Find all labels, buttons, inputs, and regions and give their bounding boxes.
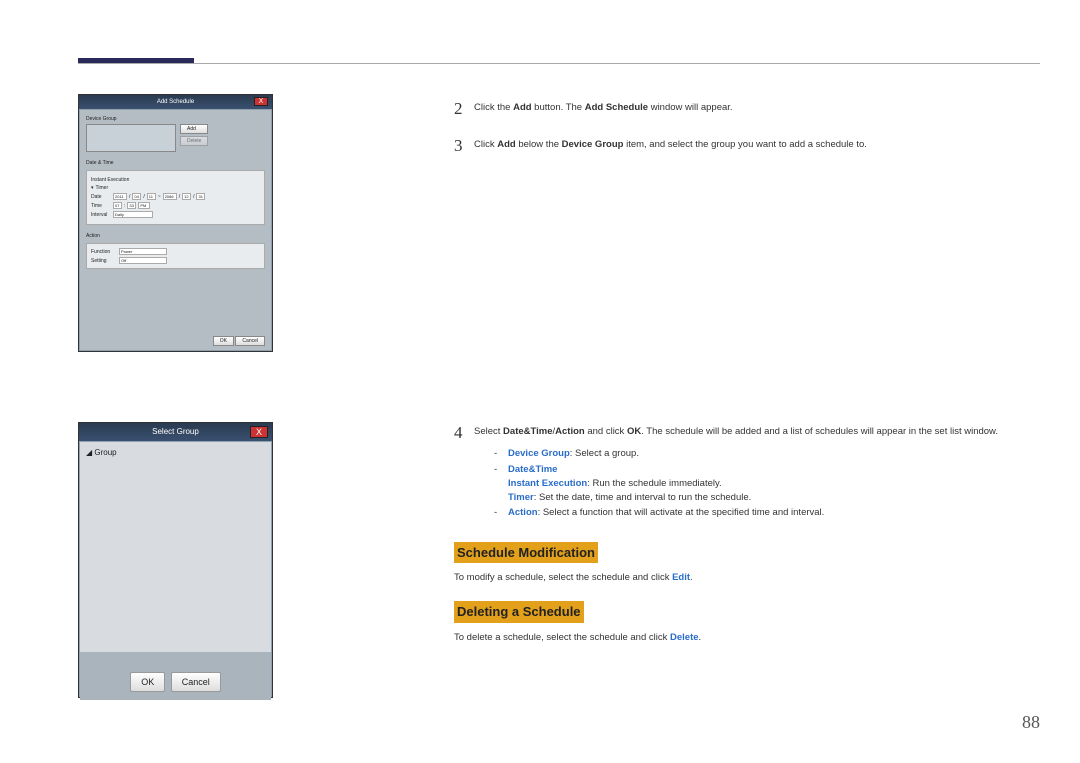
interval-row: Interval Daily: [91, 211, 260, 218]
window-titlebar: Add Schedule X: [79, 95, 272, 109]
close-icon[interactable]: X: [254, 97, 268, 106]
group-tree[interactable]: ◢ Group: [80, 442, 271, 652]
date-from-month[interactable]: 04: [132, 193, 141, 200]
ok-button[interactable]: OK: [130, 672, 165, 692]
date-to-year[interactable]: 2086: [163, 193, 177, 200]
date-to-month[interactable]: 12: [182, 193, 191, 200]
setting-select[interactable]: Off: [119, 257, 167, 264]
window-body: ◢ Group OK Cancel: [80, 442, 271, 700]
step-number: 2: [454, 100, 474, 117]
instant-label: Instant Execution: [91, 177, 129, 183]
bullet-action: Action: Select a function that will acti…: [494, 506, 1040, 520]
window-titlebar: Select Group X: [79, 423, 272, 441]
screenshot-column: Add Schedule X Device Group Add Delete D…: [78, 94, 273, 698]
interval-select[interactable]: Daily: [113, 211, 153, 218]
section-heading: Deleting a Schedule: [454, 601, 584, 623]
add-schedule-screenshot: Add Schedule X Device Group Add Delete D…: [78, 94, 273, 352]
group-root[interactable]: Group: [94, 448, 116, 457]
section-text: To delete a schedule, select the schedul…: [454, 631, 1040, 645]
function-select[interactable]: Power: [119, 248, 167, 255]
delete-button[interactable]: Delete: [180, 136, 208, 146]
bullet-device-group: Device Group: Select a group.: [494, 447, 1040, 461]
dialog-footer: OK Cancel: [80, 672, 271, 692]
step-4: 4 Select Date&Time/Action and click OK. …: [454, 424, 1040, 522]
close-icon[interactable]: X: [250, 426, 268, 438]
step-text: Click the Add button. The Add Schedule w…: [474, 100, 1040, 117]
timer-row: ▾ Timer: [91, 185, 260, 191]
device-group-label: Device Group: [86, 116, 265, 122]
time-row: Time 07: 33 PM: [91, 202, 260, 209]
select-group-screenshot: Select Group X ◢ Group OK Cancel: [78, 422, 273, 698]
step-text: Select Date&Time/Action and click OK. Th…: [474, 424, 1040, 522]
add-button[interactable]: Add: [180, 124, 208, 134]
time-hour[interactable]: 07: [113, 202, 122, 209]
step-text: Click Add below the Device Group item, a…: [474, 137, 1040, 154]
window-title: Add Schedule: [157, 99, 194, 105]
date-label: Date: [91, 194, 111, 200]
action-label: Action: [86, 233, 265, 239]
cancel-button[interactable]: Cancel: [171, 672, 221, 692]
date-from-day[interactable]: 11: [147, 193, 156, 200]
setting-row: Setting Off: [91, 257, 260, 264]
dialog-footer: OK Cancel: [213, 336, 265, 346]
function-row: Function Power: [91, 248, 260, 255]
date-row: Date 2011/ 04/ 11 ~ 2086/ 12/ 31: [91, 193, 260, 200]
step-number: 4: [454, 424, 474, 522]
step-3: 3 Click Add below the Device Group item,…: [454, 137, 1040, 154]
instant-row: Instant Execution: [91, 177, 260, 183]
action-panel: Function Power Setting Off: [86, 243, 265, 269]
setting-label: Setting: [91, 258, 117, 264]
window-title: Select Group: [152, 427, 199, 436]
section-text: To modify a schedule, select the schedul…: [454, 571, 1040, 585]
time-label: Time: [91, 203, 111, 209]
bullet-datetime: Date&Time Instant Execution: Run the sch…: [494, 463, 1040, 506]
content-column: 2 Click the Add button. The Add Schedule…: [454, 100, 1040, 645]
device-group-list: [86, 124, 176, 152]
datetime-label: Date & Time: [86, 160, 265, 166]
time-min[interactable]: 33: [127, 202, 136, 209]
window-body: Device Group Add Delete Date & Time Inst…: [80, 110, 271, 350]
step-2: 2 Click the Add button. The Add Schedule…: [454, 100, 1040, 117]
datetime-panel: Instant Execution ▾ Timer Date 2011/ 04/…: [86, 170, 265, 225]
time-ampm[interactable]: PM: [138, 202, 150, 209]
ok-button[interactable]: OK: [213, 336, 234, 346]
page-number: 88: [1022, 712, 1040, 733]
date-to-day[interactable]: 31: [196, 193, 205, 200]
cancel-button[interactable]: Cancel: [235, 336, 265, 346]
deleting-schedule-section: Deleting a Schedule To delete a schedule…: [454, 601, 1040, 645]
interval-label: Interval: [91, 212, 111, 218]
section-heading: Schedule Modification: [454, 542, 598, 564]
timer-label: Timer: [96, 185, 109, 191]
date-from-year[interactable]: 2011: [113, 193, 127, 200]
step-number: 3: [454, 137, 474, 154]
header-rule: [78, 63, 1040, 64]
schedule-modification-section: Schedule Modification To modify a schedu…: [454, 542, 1040, 586]
function-label: Function: [91, 249, 117, 255]
